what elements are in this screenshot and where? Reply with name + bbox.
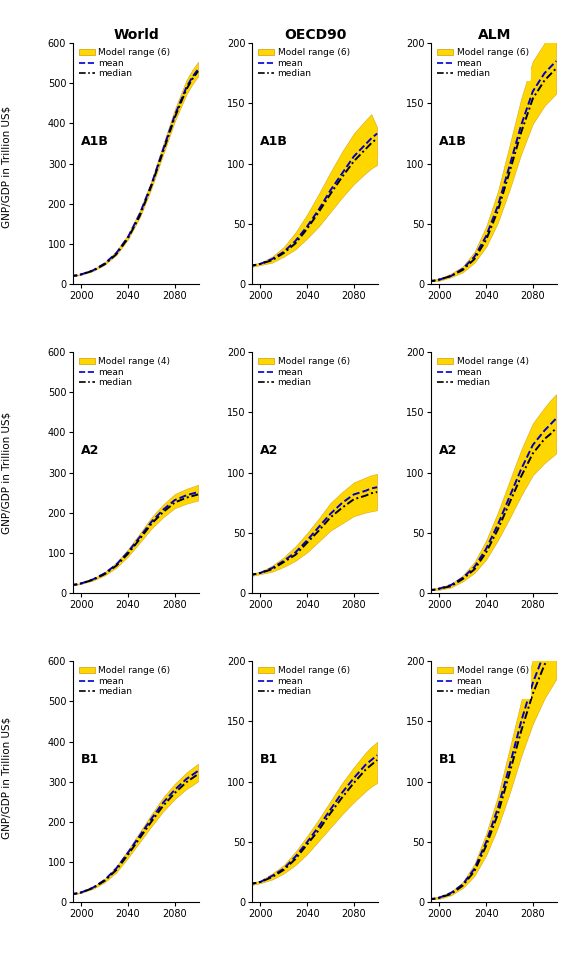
Text: GNP/GDP in Trillion US$: GNP/GDP in Trillion US$ <box>2 412 12 534</box>
Title: World: World <box>113 28 159 42</box>
Legend: Model range (4), mean, median: Model range (4), mean, median <box>76 354 173 390</box>
Legend: Model range (6), mean, median: Model range (6), mean, median <box>434 46 531 81</box>
Legend: Model range (6), mean, median: Model range (6), mean, median <box>76 664 173 699</box>
Legend: Model range (6), mean, median: Model range (6), mean, median <box>434 664 531 699</box>
Text: A1B: A1B <box>81 135 109 148</box>
Legend: Model range (6), mean, median: Model range (6), mean, median <box>255 664 352 699</box>
Legend: Model range (6), mean, median: Model range (6), mean, median <box>76 46 173 81</box>
Title: OECD90: OECD90 <box>284 28 346 42</box>
Text: A2: A2 <box>260 444 278 456</box>
Text: GNP/GDP in Trillion US$: GNP/GDP in Trillion US$ <box>2 106 12 228</box>
Legend: Model range (4), mean, median: Model range (4), mean, median <box>434 354 531 390</box>
Text: B1: B1 <box>260 753 278 766</box>
Text: B1: B1 <box>81 753 99 766</box>
Text: A2: A2 <box>439 444 457 456</box>
Text: A1B: A1B <box>439 135 467 148</box>
Text: GNP/GDP in Trillion US$: GNP/GDP in Trillion US$ <box>2 717 12 839</box>
Legend: Model range (6), mean, median: Model range (6), mean, median <box>255 46 352 81</box>
Title: ALM: ALM <box>477 28 511 42</box>
Text: A2: A2 <box>81 444 99 456</box>
Text: A1B: A1B <box>260 135 288 148</box>
Text: B1: B1 <box>439 753 457 766</box>
Legend: Model range (6), mean, median: Model range (6), mean, median <box>255 354 352 390</box>
